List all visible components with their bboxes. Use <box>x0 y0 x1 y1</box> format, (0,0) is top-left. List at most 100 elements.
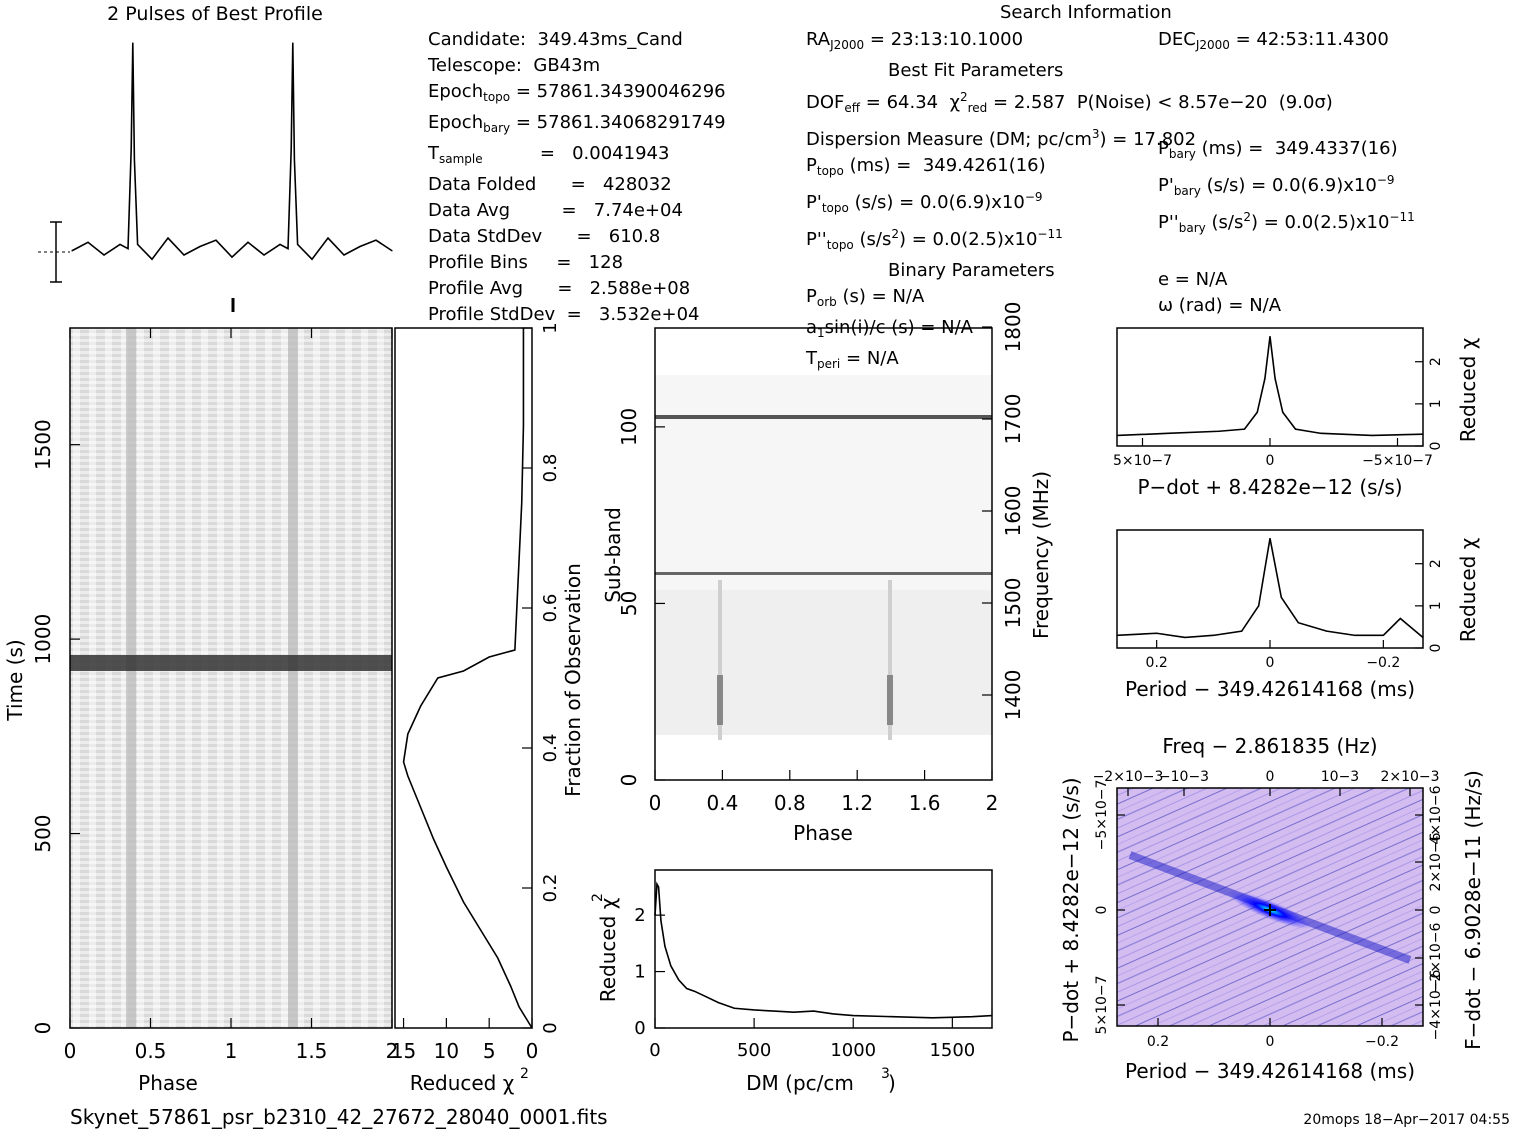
subband-axes: 0 0.4 0.8 1.2 1.6 2 0 50 100 1400 1500 1600 1700 1800 <box>617 302 1025 815</box>
chi2-fraction-line-point <box>437 677 439 679</box>
dm-line-point <box>694 990 696 992</box>
map-ytick-label: −5×10−7 <box>1094 780 1110 851</box>
candidate: Candidate: 349.43ms_Cand <box>428 29 683 50</box>
cf-ytick-label: 0.6 <box>540 594 561 623</box>
data-folded: Data Folded = 428032 <box>428 174 672 195</box>
dm-line-point <box>678 979 680 981</box>
pddbary: P''bary (s/s2) = 0.0(2.5)x10−11 <box>1158 210 1415 235</box>
map-toptick-label: −2×10−3 <box>1093 769 1164 785</box>
fdot-label: F−dot − 6.9028e−11 (Hz/s) <box>1461 770 1485 1050</box>
sb-ytick-label: 100 <box>617 408 641 446</box>
dm-xtick-label: 500 <box>737 1040 771 1061</box>
dm-line-point <box>705 996 708 998</box>
profile-plot <box>71 42 393 261</box>
sb-xtick-label: 2 <box>986 791 999 815</box>
profile-line-point <box>151 258 153 260</box>
chi2-fraction-plot: 15 10 5 00 0.2 0.4 0.6 0.8 1 <box>391 322 561 1063</box>
pddtopo: P''topo (s/s2) = 0.0(2.5)x10−11 <box>806 227 1063 252</box>
sb-xtick-label: 0.8 <box>774 791 806 815</box>
pdtopo: P'topo (s/s) = 0.0(6.9)x10−9 <box>806 190 1043 215</box>
chi2-fraction-line-point <box>509 985 512 987</box>
pr-g-line-point <box>1382 634 1384 636</box>
pd-g-line-point <box>1218 430 1220 432</box>
pr-g-ytick-label: 0 <box>1428 644 1444 653</box>
chi2-fraction-line-point <box>402 761 405 763</box>
dm-frame <box>654 869 993 1029</box>
chi2-label-period: Reduced χ <box>1456 538 1480 643</box>
chi2-fraction-line-point <box>432 838 435 840</box>
profile-line-point <box>231 256 233 258</box>
time-phase-axes: 0 0.5 1 1.5 2 0 500 1000 1500 <box>31 328 398 1063</box>
pr-g-line-point <box>1212 634 1214 636</box>
pd-g-ytick-label: 0 <box>1428 442 1444 451</box>
map-toptick-label: −10−3 <box>1159 769 1209 785</box>
dm-line-point <box>660 920 662 922</box>
pd-g-line-point <box>1282 411 1284 413</box>
pd-g-line-point <box>1274 377 1276 380</box>
pr-g-line-point <box>1258 605 1260 607</box>
map-xtick-label: 0 <box>1266 1034 1275 1050</box>
pr-g-xtick-label: −0.2 <box>1366 655 1400 671</box>
time-phase-panel <box>69 298 393 1029</box>
sb-freqtick-label: 1400 <box>1001 670 1025 721</box>
filename: Skynet_57861_psr_b2310_42_27672_28040_00… <box>70 1105 608 1129</box>
dm-line-point <box>892 1016 894 1018</box>
chi2-fraction-line-point <box>521 502 523 504</box>
dm-ytick-label: 1 <box>634 962 645 983</box>
pdot-label-2: P−dot + 8.4282e−12 (s/s) <box>1059 777 1083 1042</box>
pd-g-line-point <box>1167 432 1169 434</box>
cf-xtick-label: 15 <box>391 1039 416 1063</box>
map-toptick-label: 10−3 <box>1321 769 1359 785</box>
pr-g-line-point <box>1156 632 1158 634</box>
map-toptick-label: 0 <box>1266 769 1275 785</box>
pr-g-line-point <box>1297 622 1299 624</box>
ra: RAJ2000 = 23:13:10.1000 <box>806 29 1024 52</box>
profile-line-point <box>130 148 132 150</box>
frequency-label: Frequency (MHz) <box>1029 471 1053 639</box>
profile-line-point <box>343 254 345 256</box>
sb-freqtick-label: 1600 <box>1001 486 1025 537</box>
omega: ω (rad) = N/A <box>1158 295 1282 316</box>
pr-g-line <box>1116 538 1424 639</box>
info-right: DECJ2000 = 42:53:11.4300 Pbary (ms) = 34… <box>1158 27 1415 319</box>
tp-xtick-label: 1.5 <box>296 1039 328 1063</box>
profile-errorbar <box>38 221 70 283</box>
time-label: Time (s) <box>3 639 27 721</box>
sb-freqtick-label: 1700 <box>1001 394 1025 445</box>
sb-ytick-label: 50 <box>617 591 641 616</box>
cf-ytick-label: 1 <box>540 322 561 333</box>
chi2-fraction-line-point <box>522 425 525 427</box>
pr-g-ytick-label: 2 <box>1428 559 1444 568</box>
pd-g-line-point <box>1243 428 1246 430</box>
profile-line-point <box>119 243 121 245</box>
dm-line <box>654 881 993 1019</box>
fraction-label: Fraction of Observation <box>561 563 585 797</box>
pr-g-line-point <box>1280 596 1282 599</box>
chi2-fraction-line-point <box>462 901 465 903</box>
pdbary: P'bary (s/s) = 0.0(6.9)x10−9 <box>1158 173 1395 198</box>
pr-g-line-point <box>1116 634 1118 636</box>
chi2-fraction-line-point <box>407 733 409 735</box>
pr-g-line-point <box>1422 636 1424 639</box>
map-righttick-label: 4×10−6 <box>1428 785 1444 844</box>
freq-label: Freq − 2.861835 (Hz) <box>1162 734 1377 758</box>
dm-line-point <box>773 1010 775 1012</box>
cf-ytick-label: 0.8 <box>540 454 561 483</box>
dof: DOFeff = 64.34 χ2red = 2.587 P(Noise) < … <box>806 90 1333 115</box>
pr-g-line-point <box>1269 537 1271 540</box>
profile-title: 2 Pulses of Best Profile <box>107 3 323 25</box>
dm-line-point <box>793 1011 795 1013</box>
profile-line-point <box>183 254 185 256</box>
cf-ytick-label: 0 <box>540 1022 561 1033</box>
map-xtick-label: −0.2 <box>1365 1034 1399 1050</box>
map-toptick-label: 2×10−3 <box>1380 769 1439 785</box>
tp-ytick-label: 1500 <box>31 419 55 470</box>
pd-g-line-point <box>1269 335 1271 338</box>
pr-g-xtick-label: 0 <box>1266 655 1275 671</box>
chi2-fraction-line <box>402 328 533 1029</box>
period-label-1: Period − 349.42614168 (ms) <box>1125 677 1415 701</box>
dm-ytick-label: 0 <box>634 1018 645 1039</box>
sb-freqtick-label: 1500 <box>1001 578 1025 629</box>
dm-line-point <box>931 1017 934 1019</box>
